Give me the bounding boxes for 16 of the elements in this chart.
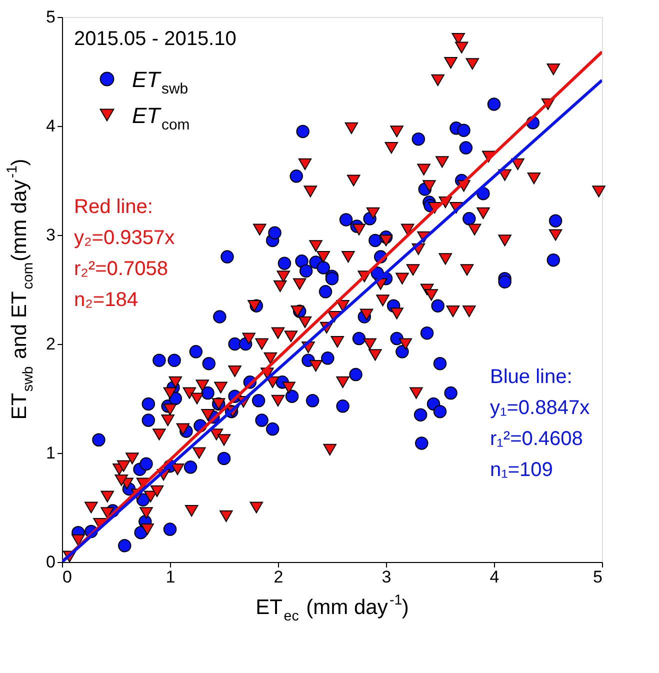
x-tick-label: 1 [166,568,176,586]
y-tick-label: 2 [46,334,56,354]
annotation: Red line: y₂=0.9357x r₂²=0.7058 n₂=184 [74,196,175,311]
x-tick-label: 3 [382,568,392,586]
x-tick-label: 5 [593,568,602,586]
y-tick-label: 3 [46,226,56,244]
y-tick-label: 4 [46,116,56,136]
x-tick-label: 0 [62,568,72,586]
x-tick-label: 4 [490,568,500,586]
y-axis-title: ETswb and ETcom(mm day-1) [4,158,36,420]
annotation: Blue line: y₁=0.8847x r₁²=0.4608 n₁=109 [490,366,590,481]
annotation: 2015.05 - 2015.10 [74,28,236,50]
x-tick-label: 2 [274,568,284,586]
y-tick-label: 1 [46,444,56,462]
y-tick-label: 0 [46,552,56,572]
y-tick-label: 5 [46,8,56,26]
